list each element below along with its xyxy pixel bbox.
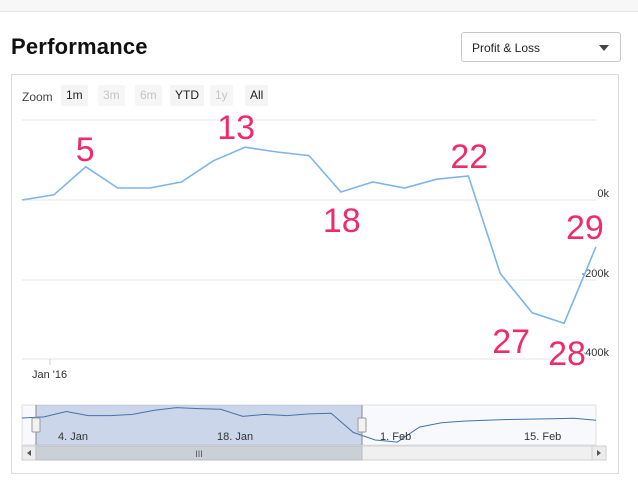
top-strip [0, 0, 638, 12]
performance-chart: Zoom 1m 3m 6m YTD 1y All 0k -200k -400k … [11, 74, 619, 474]
navigator-right-handle[interactable] [357, 417, 367, 433]
zoom-ytd-button[interactable]: YTD [170, 85, 204, 106]
page-title: Performance [11, 34, 148, 59]
scrollbar-thumb[interactable] [35, 445, 363, 461]
y-tick-label: -200k [581, 268, 609, 280]
series-line [21, 146, 597, 325]
navigator-series-line [21, 407, 597, 443]
annotation-label: 22 [450, 138, 488, 176]
annotation-label: 5 [76, 131, 95, 169]
zoom-6m-button: 6m [135, 85, 162, 106]
x-tick-label: Jan '16 [32, 369, 67, 381]
chevron-down-icon [599, 45, 609, 51]
navigator-left-handle[interactable] [31, 417, 41, 433]
arrow-left-icon [27, 450, 31, 456]
annotation-layer: 5 13 18 22 27 28 29 [74, 108, 605, 375]
grip-icon: III [195, 449, 203, 459]
navigator-background [21, 404, 597, 446]
zoom-label: Zoom [22, 90, 53, 104]
annotation-label: 18 [323, 202, 361, 240]
navigator-label: 1. Feb [380, 431, 411, 443]
annotation-label: 27 [492, 323, 530, 361]
y-tick-label: -400k [581, 347, 609, 359]
navigator-label: 15. Feb [524, 431, 561, 443]
navigator-selected-range[interactable] [36, 405, 362, 445]
zoom-1y-button: 1y [210, 85, 233, 106]
zoom-1m-button[interactable]: 1m [61, 85, 88, 106]
zoom-all-button[interactable]: All [245, 85, 269, 106]
annotation-label: 28 [548, 335, 586, 373]
annotation-label: 29 [566, 209, 604, 247]
navigator-label: 18. Jan [217, 431, 253, 443]
arrow-right-icon [597, 450, 601, 456]
navigator-label: 4. Jan [58, 431, 88, 443]
chart-svg: 0k -200k -400k Jan '16 5 13 18 22 27 28 29 4. … [21, 108, 609, 461]
zoom-3m-button: 3m [98, 85, 125, 106]
y-tick-label: 0k [597, 188, 609, 200]
select-value: Profit & Loss [472, 41, 541, 55]
annotation-label: 13 [217, 109, 255, 147]
pnl-type-select[interactable]: Profit & Loss [461, 32, 621, 62]
